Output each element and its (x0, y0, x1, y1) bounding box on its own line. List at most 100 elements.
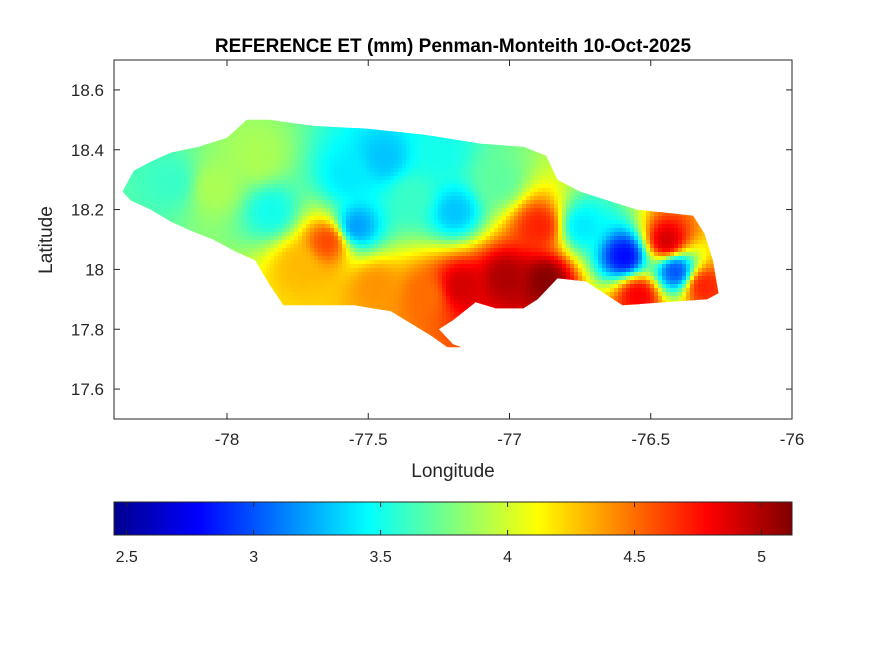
field-cell (138, 168, 143, 173)
field-cell (174, 200, 179, 205)
field-cell (210, 208, 215, 213)
field-cell (298, 152, 303, 157)
field-cell (282, 132, 287, 137)
field-cell (266, 152, 271, 157)
field-cell (202, 196, 207, 201)
field-cell (234, 248, 239, 253)
field-cell (254, 232, 259, 237)
field-cell (286, 188, 291, 193)
field-cell (238, 128, 243, 133)
field-cell (246, 220, 251, 225)
field-cell (230, 232, 235, 237)
field-cell (150, 168, 155, 173)
field-cell (262, 208, 267, 213)
field-cell (166, 200, 171, 205)
field-cell (298, 192, 303, 197)
field-cell (254, 160, 259, 165)
field-cell (270, 164, 275, 169)
field-cell (238, 152, 243, 157)
field-cell (330, 292, 335, 297)
field-cell (318, 252, 323, 257)
field-cell (306, 260, 311, 265)
field-cell (206, 172, 211, 177)
field-cell (302, 160, 307, 165)
field-cell (270, 280, 275, 285)
field-cell (190, 160, 195, 165)
field-cell (282, 236, 287, 241)
field-cell (302, 236, 307, 241)
field-cell (310, 172, 315, 177)
field-cell (190, 148, 195, 153)
field-cell (206, 228, 211, 233)
field-cell (302, 164, 307, 169)
field-cell (246, 196, 251, 201)
field-cell (198, 148, 203, 153)
field-cell (278, 276, 283, 281)
field-cell (214, 220, 219, 225)
field-cell (246, 216, 251, 221)
field-cell (222, 152, 227, 157)
field-cell (318, 168, 323, 173)
field-cell (326, 156, 331, 161)
field-cell (262, 212, 267, 217)
field-cell (182, 208, 187, 213)
field-cell (182, 216, 187, 221)
field-cell (194, 152, 199, 157)
field-cell (270, 224, 275, 229)
field-cell (206, 208, 211, 213)
field-cell (174, 184, 179, 189)
field-cell (274, 152, 279, 157)
field-cell (290, 176, 295, 181)
field-cell (174, 152, 179, 157)
field-cell (262, 124, 267, 129)
field-cell (226, 136, 231, 141)
field-cell (310, 256, 315, 261)
field-cell (186, 212, 191, 217)
field-cell (250, 152, 255, 157)
field-cell (298, 248, 303, 253)
field-cell (166, 156, 171, 161)
field-cell (318, 272, 323, 277)
field-cell (158, 208, 163, 213)
field-cell (146, 192, 151, 197)
field-cell (290, 296, 295, 301)
field-cell (234, 240, 239, 245)
field-cell (202, 208, 207, 213)
field-cell (198, 216, 203, 221)
field-cell (290, 144, 295, 149)
field-cell (266, 248, 271, 253)
field-cell (222, 180, 227, 185)
field-cell (250, 236, 255, 241)
field-cell (298, 212, 303, 217)
field-cell (246, 192, 251, 197)
field-cell (238, 224, 243, 229)
field-cell (226, 204, 231, 209)
field-cell (326, 256, 331, 261)
field-cell (310, 292, 315, 297)
field-cell (294, 176, 299, 181)
field-cell (170, 192, 175, 197)
field-cell (218, 176, 223, 181)
field-cell (130, 180, 135, 185)
field-cell (186, 204, 191, 209)
field-cell (278, 244, 283, 249)
field-cell (274, 120, 279, 125)
field-cell (242, 148, 247, 153)
field-cell (154, 192, 159, 197)
field-cell (198, 156, 203, 161)
field-cell (314, 188, 319, 193)
field-cell (258, 204, 263, 209)
field-cell (306, 236, 311, 241)
field-cell (318, 164, 323, 169)
field-cell (286, 200, 291, 205)
field-cell (298, 156, 303, 161)
field-cell (258, 216, 263, 221)
field-cell (334, 136, 339, 141)
field-cell (242, 252, 247, 257)
field-cell (198, 172, 203, 177)
field-cell (178, 216, 183, 221)
field-cell (310, 184, 315, 189)
field-cell (278, 132, 283, 137)
field-cell (290, 192, 295, 197)
